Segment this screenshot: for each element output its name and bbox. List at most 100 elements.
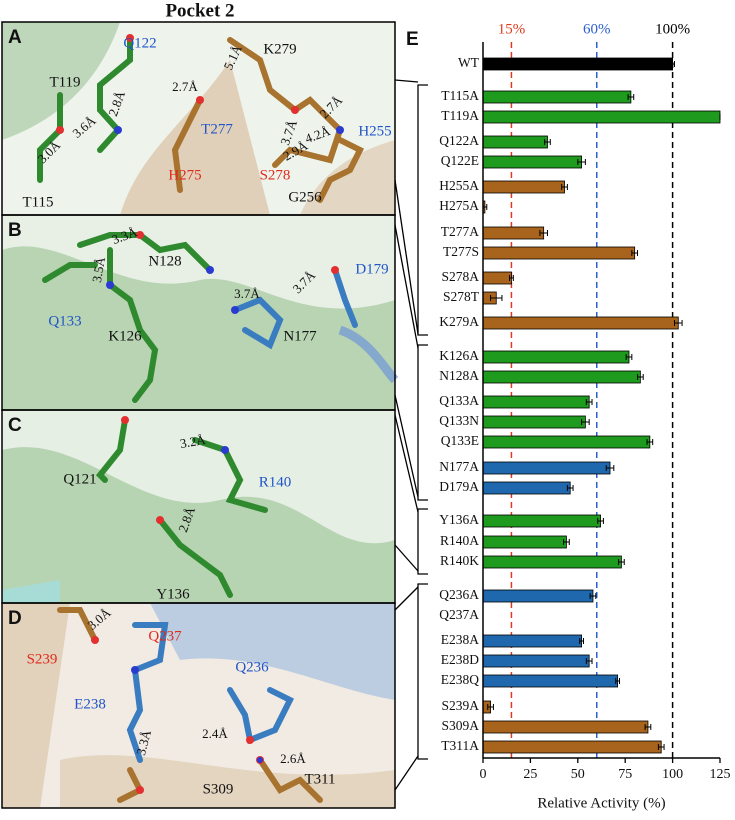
error-bar <box>625 354 633 360</box>
bar <box>482 415 586 429</box>
bar <box>482 57 674 71</box>
group-bracket <box>417 583 428 760</box>
y-tick-label: R140K <box>440 553 479 568</box>
error-bar <box>577 159 586 165</box>
panel-links <box>394 79 419 791</box>
y-tick-label: Q133E <box>441 433 479 448</box>
residue-label: S239 <box>27 651 58 667</box>
y-tick-label: T311A <box>441 738 479 753</box>
bar <box>482 246 636 260</box>
x-tick-label: 50 <box>571 767 585 782</box>
y-tick-label: T119A <box>441 108 479 123</box>
x-axis-label: Relative Activity (%) <box>537 795 665 811</box>
reference-label: 60% <box>583 21 611 37</box>
error-bar <box>597 518 604 524</box>
residue-label: D179 <box>355 261 388 277</box>
panel-art <box>2 22 399 808</box>
bar <box>482 720 649 734</box>
error-bar <box>539 230 548 236</box>
residue-label: Q122 <box>123 35 156 51</box>
error-bar <box>585 399 593 405</box>
bar <box>482 435 651 449</box>
x-tick-label: 0 <box>480 767 487 782</box>
y-tick-label: T277A <box>441 224 479 239</box>
x-tick-label: 75 <box>618 767 632 782</box>
bar <box>482 180 565 194</box>
residue-label: T119 <box>49 74 80 90</box>
bar <box>482 110 721 124</box>
residue-label: Q237 <box>148 628 182 644</box>
panel-frame <box>1 602 396 809</box>
error-bar <box>627 94 635 100</box>
error-bar <box>673 320 683 326</box>
group-bracket <box>417 84 428 336</box>
bar <box>482 370 641 384</box>
error-bar <box>657 744 665 750</box>
y-tick-label: D179A <box>439 479 479 494</box>
y-tick-label: S309A <box>441 718 479 733</box>
bar-chart: E 0 25 50 75 100 125 Relative Activity (%) 15% 60… <box>406 21 731 811</box>
residue-label: G256 <box>288 189 322 205</box>
error-bar <box>563 539 570 545</box>
y-tick-label: Q122E <box>441 153 479 168</box>
bar <box>482 271 512 285</box>
panel-letter: A <box>8 27 22 48</box>
error-bar <box>589 593 597 599</box>
residue-label: 2.4Å <box>202 726 228 741</box>
y-tick-label: Q133N <box>439 413 479 428</box>
y-tick-label: S278A <box>441 269 479 284</box>
bar <box>482 555 622 569</box>
y-tick-label: R140A <box>440 533 479 548</box>
bar <box>482 535 567 549</box>
error-bar <box>581 419 590 425</box>
bar <box>482 155 582 169</box>
bar <box>482 514 601 528</box>
residue-label: 2.7Å <box>172 79 198 94</box>
x-tick-label: 100 <box>662 767 683 782</box>
error-bar <box>644 724 652 730</box>
panel-letter: D <box>8 608 22 629</box>
residue-label: S309 <box>203 781 234 797</box>
y-tick-label: E238Q <box>441 672 479 687</box>
error-bar <box>631 250 639 256</box>
residue-label: Y136 <box>156 586 190 602</box>
y-tick-label: Q122A <box>439 133 479 148</box>
y-tick-label: E238A <box>441 632 479 647</box>
residue-label: H275 <box>168 167 201 183</box>
error-bar <box>487 704 494 710</box>
y-tick-label: H275A <box>439 198 479 213</box>
y-tick-label: K126A <box>439 348 479 363</box>
reference-label: 15% <box>498 21 526 37</box>
error-bar <box>646 439 654 445</box>
error-bar <box>670 61 675 67</box>
y-tick-label: WT <box>458 55 480 70</box>
bar <box>482 135 548 149</box>
error-bar <box>615 678 621 684</box>
residue-label: Q236 <box>235 659 269 675</box>
error-bar <box>490 295 503 301</box>
residue-label: Q133 <box>48 313 81 329</box>
residue-label: K126 <box>108 328 142 344</box>
bar <box>482 481 571 495</box>
error-bar <box>509 275 514 281</box>
residue-label: Q121 <box>63 471 96 487</box>
group-bracket <box>417 508 428 575</box>
residue-label: N128 <box>148 253 181 269</box>
y-tick-label: T115A <box>441 88 479 103</box>
reference-label: 100% <box>655 21 690 37</box>
residue-label: 3.2Å <box>179 432 207 451</box>
bar <box>482 226 545 240</box>
residue-label: 3.7Å <box>234 286 260 301</box>
residue-label: 3.5Å <box>89 255 108 283</box>
bar <box>482 461 611 475</box>
error-bar <box>544 139 551 145</box>
error-bar <box>585 658 593 664</box>
residue-label: R140 <box>259 474 292 490</box>
panel-letter: E <box>406 29 419 50</box>
y-tick-label: E238D <box>441 652 479 667</box>
error-bar <box>566 485 574 491</box>
error-bar <box>579 638 584 644</box>
residue-label: 2.6Å <box>280 751 306 766</box>
y-tick-label: N177A <box>439 459 479 474</box>
residue-label: N177 <box>283 328 317 344</box>
